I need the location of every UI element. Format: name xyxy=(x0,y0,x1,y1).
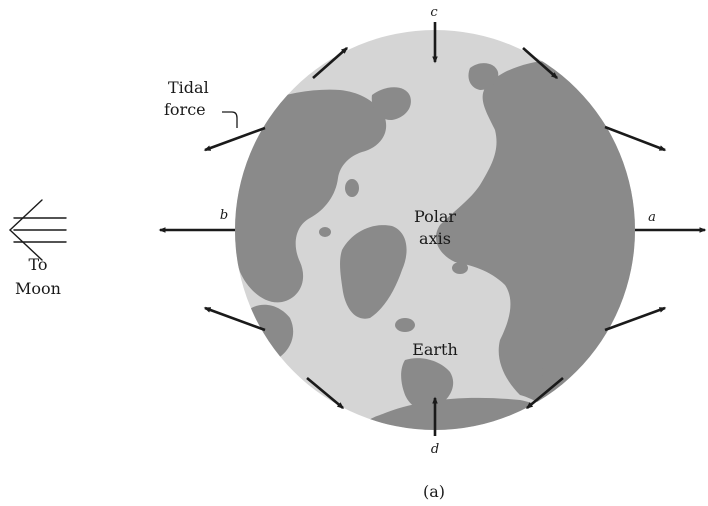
tidal-force-label-line2: force xyxy=(164,100,206,119)
earth-label: Earth xyxy=(412,340,458,359)
arrow-upper-right-2 xyxy=(604,125,667,152)
landmass-north-america xyxy=(235,89,387,303)
polar-axis-label-line2: axis xyxy=(419,229,451,248)
arrow-upper-left-2 xyxy=(203,126,266,152)
landmass-top-island xyxy=(468,63,499,90)
point-a-label: a xyxy=(648,210,656,225)
tidal-force-arrows xyxy=(158,22,707,436)
polar-axis-label-line1: Polar xyxy=(414,207,456,226)
arrow-upper-left-1 xyxy=(312,47,349,79)
landmass-eurasia xyxy=(436,60,635,413)
landmass-greenland xyxy=(340,225,407,319)
arrow-lower-left-2 xyxy=(203,306,266,332)
island-2 xyxy=(452,262,468,274)
arrow-lower-right-1 xyxy=(525,377,564,409)
point-b-label: b xyxy=(220,208,228,223)
to-moon-label-line2: Moon xyxy=(15,279,61,298)
landmass-bottom xyxy=(401,358,454,410)
island-3 xyxy=(345,179,359,197)
tidal-force-label-line1: Tidal xyxy=(168,78,209,97)
point-d-label: d xyxy=(431,442,439,457)
arrow-lower-left-1 xyxy=(306,377,345,409)
point-c-label: c xyxy=(430,5,438,20)
island-6 xyxy=(540,367,556,377)
landmass-top-peninsula xyxy=(371,87,411,121)
arrow-lower-right-2 xyxy=(604,306,667,332)
arrow-upper-right-1 xyxy=(522,47,559,79)
tidal-force-leader xyxy=(222,111,238,128)
figure-caption: (a) xyxy=(423,482,445,501)
island-1 xyxy=(395,318,415,332)
to-moon-label-line1: To xyxy=(28,255,47,274)
to-moon-arrow-icon xyxy=(9,199,67,261)
island-4 xyxy=(319,227,331,237)
island-5 xyxy=(566,319,584,331)
